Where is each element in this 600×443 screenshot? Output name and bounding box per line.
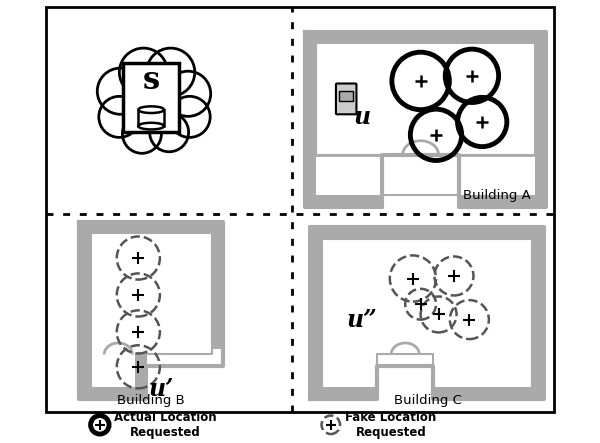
FancyBboxPatch shape [91, 354, 135, 388]
Circle shape [149, 113, 188, 152]
FancyBboxPatch shape [91, 233, 212, 354]
FancyBboxPatch shape [377, 350, 433, 399]
FancyBboxPatch shape [316, 43, 535, 195]
Text: Actual Location
Requested: Actual Location Requested [114, 411, 217, 439]
FancyBboxPatch shape [339, 91, 353, 101]
Circle shape [97, 68, 143, 114]
Text: Fake Location
Requested: Fake Location Requested [345, 411, 436, 439]
Text: Building A: Building A [463, 189, 531, 202]
Text: u: u [353, 105, 370, 129]
FancyBboxPatch shape [310, 227, 544, 399]
Text: Building C: Building C [394, 394, 462, 407]
Circle shape [99, 96, 140, 137]
FancyBboxPatch shape [139, 110, 164, 126]
Circle shape [166, 71, 211, 117]
Circle shape [146, 48, 195, 96]
Circle shape [122, 114, 161, 153]
FancyBboxPatch shape [322, 352, 532, 388]
Ellipse shape [139, 106, 164, 113]
Ellipse shape [139, 123, 164, 129]
FancyBboxPatch shape [79, 222, 223, 399]
Text: u”: u” [346, 307, 377, 332]
FancyBboxPatch shape [146, 350, 228, 399]
Text: u’: u’ [149, 377, 174, 401]
FancyBboxPatch shape [336, 84, 356, 114]
Circle shape [103, 55, 200, 153]
FancyBboxPatch shape [322, 238, 532, 354]
Text: Building B: Building B [117, 394, 185, 407]
FancyBboxPatch shape [305, 32, 547, 207]
Circle shape [169, 96, 210, 137]
FancyBboxPatch shape [46, 7, 554, 412]
Text: s: s [143, 65, 160, 96]
Circle shape [119, 48, 167, 96]
FancyBboxPatch shape [382, 173, 459, 207]
FancyBboxPatch shape [123, 63, 179, 132]
